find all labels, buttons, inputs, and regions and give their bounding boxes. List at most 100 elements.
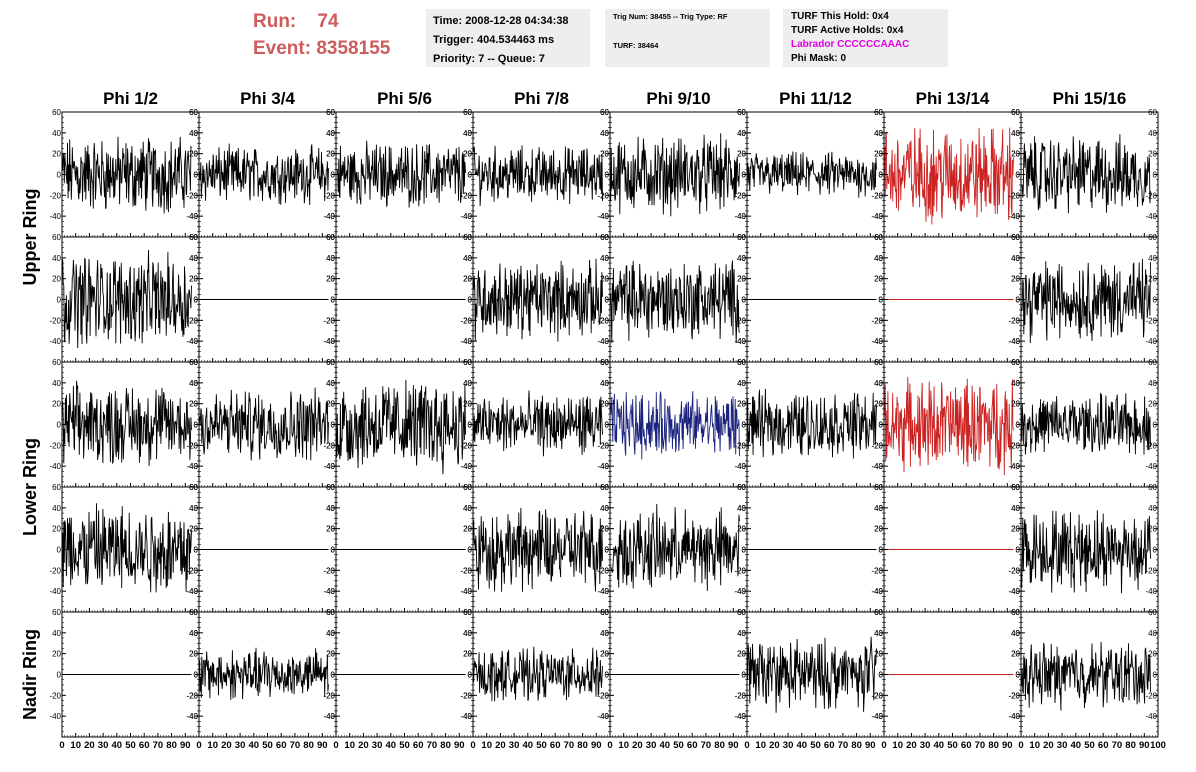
y-tick-label: -20 (186, 441, 198, 450)
y-tick-label: 40 (600, 129, 609, 138)
y-tick-label: 60 (874, 108, 883, 117)
y-tick-label: 40 (189, 254, 198, 263)
x-tick-label: 30 (235, 740, 246, 751)
y-tick-label: 20 (52, 650, 61, 659)
y-tick-label: 20 (1011, 150, 1020, 159)
column-title: Phi 9/10 (646, 89, 710, 108)
y-tick-label: -40 (1008, 462, 1020, 471)
y-tick-label: -40 (460, 212, 472, 221)
y-tick-label: 40 (1011, 504, 1020, 513)
y-tick-label: -40 (734, 212, 746, 221)
y-tick-label: -20 (460, 191, 472, 200)
y-tick-label: 60 (1148, 108, 1157, 117)
y-tick-label: 20 (1148, 400, 1157, 409)
y-tick-label: 40 (874, 254, 883, 263)
y-tick-label: -20 (323, 441, 335, 450)
y-tick-label: 0 (742, 171, 747, 180)
x-tick-label: 40 (249, 740, 260, 751)
x-tick-label: 20 (358, 740, 369, 751)
y-tick-label: 0 (879, 171, 884, 180)
y-tick-label: -20 (460, 441, 472, 450)
y-tick-label: 20 (52, 400, 61, 409)
y-tick-label: -40 (460, 712, 472, 721)
y-tick-label: 0 (194, 296, 199, 305)
y-tick-label: 0 (1153, 296, 1158, 305)
y-tick-label: -40 (186, 337, 198, 346)
x-tick-label: 50 (125, 740, 136, 751)
y-tick-label: 0 (605, 171, 610, 180)
y-tick-label: 40 (1148, 129, 1157, 138)
y-tick-label: 60 (737, 108, 746, 117)
y-tick-label: 60 (326, 108, 335, 117)
y-tick-label: 20 (189, 525, 198, 534)
y-tick-label: 40 (1148, 379, 1157, 388)
y-tick-label: 0 (605, 171, 610, 180)
run-event-header: Run: 74 Event: 8358155 (253, 8, 390, 62)
y-tick-label: -40 (323, 712, 335, 721)
y-tick-label: 0 (468, 546, 473, 555)
y-tick-label: 20 (189, 150, 198, 159)
y-tick-label: 0 (1016, 296, 1021, 305)
x-tick-label: 0 (196, 740, 201, 751)
y-tick-label: -20 (871, 191, 883, 200)
y-tick-label: 60 (737, 233, 746, 242)
y-tick-label: -20 (597, 566, 609, 575)
y-tick-label: 0 (468, 671, 473, 680)
y-tick-label: -40 (871, 587, 883, 596)
y-tick-label: 60 (189, 108, 198, 117)
y-tick-label: 40 (463, 504, 472, 513)
y-tick-label: -20 (323, 191, 335, 200)
trigger-text: Trigger: 404.534463 ms (433, 34, 555, 46)
y-tick-label: 40 (326, 504, 335, 513)
y-tick-label: -20 (1008, 191, 1020, 200)
y-tick-label: 20 (326, 275, 335, 284)
x-tick-label: 30 (98, 740, 109, 751)
y-tick-label: 0 (1016, 421, 1021, 430)
y-tick-label: 20 (600, 400, 609, 409)
y-tick-label: 20 (463, 650, 472, 659)
y-tick-label: 60 (52, 108, 61, 117)
y-tick-label: -40 (323, 212, 335, 221)
y-tick-label: -40 (186, 212, 198, 221)
y-tick-label: 60 (189, 608, 198, 617)
y-tick-label: -40 (734, 587, 746, 596)
y-tick-label: -40 (871, 462, 883, 471)
y-tick-label: -20 (460, 566, 472, 575)
y-tick-label: 20 (326, 275, 335, 284)
y-tick-label: 0 (331, 671, 336, 680)
y-tick-label: 40 (326, 129, 335, 138)
x-tick-label: 10 (70, 740, 81, 751)
y-tick-label: 60 (600, 108, 609, 117)
y-tick-label: 0 (879, 421, 884, 430)
y-tick-label: -20 (597, 441, 609, 450)
y-tick-label: 40 (52, 379, 61, 388)
y-tick-label: 20 (874, 275, 883, 284)
y-tick-label: -20 (871, 441, 883, 450)
y-tick-label: -20 (734, 566, 746, 575)
y-tick-label: 40 (189, 504, 198, 513)
y-tick-label: 40 (189, 629, 198, 638)
y-tick-label: 0 (742, 421, 747, 430)
waveform-trace (884, 376, 1014, 476)
y-tick-label: 60 (1011, 233, 1020, 242)
y-tick-label: 0 (194, 671, 199, 680)
y-tick-label: 0 (57, 421, 62, 430)
y-tick-label: 20 (189, 150, 198, 159)
y-tick-label: -40 (186, 212, 198, 221)
y-tick-label: -40 (597, 337, 609, 346)
y-tick-label: 40 (1148, 254, 1157, 263)
y-tick-label: 20 (1148, 150, 1157, 159)
y-tick-label: 40 (737, 504, 746, 513)
y-tick-label: 60 (326, 608, 335, 617)
y-tick-label: -40 (597, 462, 609, 471)
y-tick-label: 0 (57, 671, 62, 680)
y-tick-label: 20 (1011, 525, 1020, 534)
y-tick-label: 60 (326, 358, 335, 367)
waveform-trace (473, 258, 603, 342)
y-tick-label: 60 (189, 108, 198, 117)
y-tick-label: 0 (879, 421, 884, 430)
y-tick-label: -20 (186, 191, 198, 200)
y-tick-label: 40 (52, 254, 61, 263)
y-tick-label: -20 (734, 316, 746, 325)
y-tick-label: -20 (460, 191, 472, 200)
